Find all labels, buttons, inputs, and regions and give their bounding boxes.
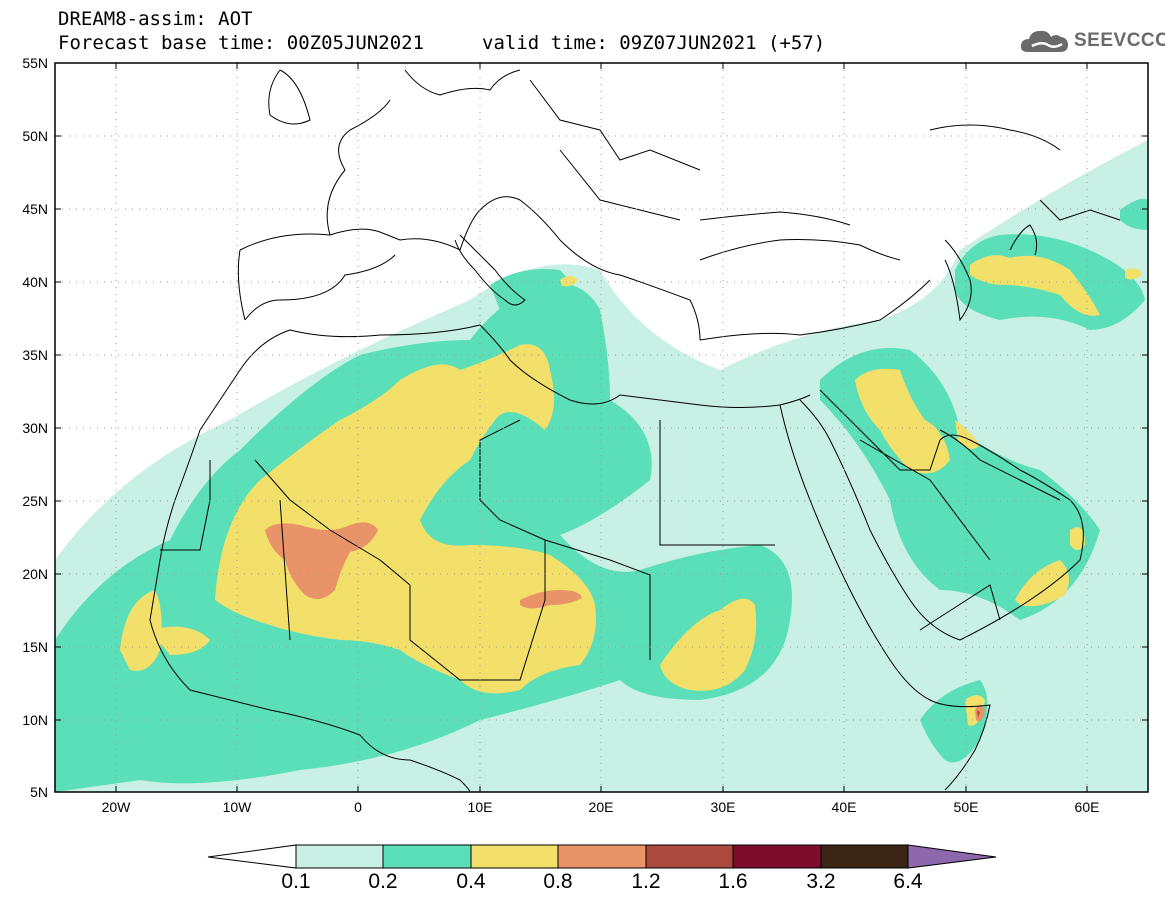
lon-label: 0 [354,799,362,815]
colorbar-swatch [557,844,647,869]
colorbar-label: 3.2 [806,870,836,893]
colorbar-low-arrow [207,844,297,869]
lon-label: 20W [102,799,132,815]
map-title: DREAM8-assim: AOT [58,8,253,30]
lat-label: 25N [22,493,48,509]
lat-label: 50N [22,128,48,144]
colorbar-label: 0.8 [543,870,573,893]
colorbar-label: 1.6 [718,870,748,893]
longitude-labels: 20W 10W 0 10E 20E 30E 40E 50E 60E [102,799,1100,815]
colorbar-swatch [820,844,909,869]
colorbar-high-arrow [907,844,997,869]
lat-label: 15N [22,639,48,655]
lat-label: 20N [22,566,48,582]
aot-field [55,63,1148,792]
valid-time: valid time: 09Z07JUN2021 (+57) [482,32,826,54]
colorbar-label: 0.1 [281,870,311,893]
lon-label: 50E [954,799,979,815]
lon-label: 10W [223,799,253,815]
lat-label: 5N [30,784,48,800]
colorbar [207,844,997,869]
latitude-labels: 55N 50N 45N 40N 35N 30N 25N 20N 15N 10N … [22,55,48,800]
colorbar-swatch [732,844,822,869]
logo-text: SEEVCCC [1074,30,1165,51]
lon-label: 60E [1075,799,1100,815]
seevccc-logo: SEEVCCC [1018,24,1165,58]
lat-label: 35N [22,347,48,363]
lon-label: 30E [711,799,736,815]
coastlines [149,69,1121,792]
lon-label: 10E [468,799,493,815]
aot-band-0-4 [120,255,1142,726]
colorbar-swatch [295,844,384,869]
lon-label: 40E [832,799,857,815]
colorbar-swatch [382,844,472,869]
cloud-icon [1020,30,1068,52]
colorbar-swatch [470,844,559,869]
colorbar-label: 6.4 [893,870,923,893]
axis-ticks [55,62,1148,793]
colorbar-swatch [645,844,734,869]
colorbar-label: 1.2 [631,870,661,893]
lat-label: 30N [22,420,48,436]
forecast-base-time: Forecast base time: 00Z05JUN2021 [58,32,425,54]
colorbar-label: 0.2 [368,870,398,893]
lat-label: 55N [22,55,48,71]
aot-band-1-2 [977,710,980,718]
lon-label: 20E [589,799,614,815]
lat-label: 45N [22,201,48,217]
lat-label: 10N [22,712,48,728]
lat-label: 40N [22,274,48,290]
colorbar-label: 0.4 [456,870,486,893]
graticule [55,63,1148,792]
